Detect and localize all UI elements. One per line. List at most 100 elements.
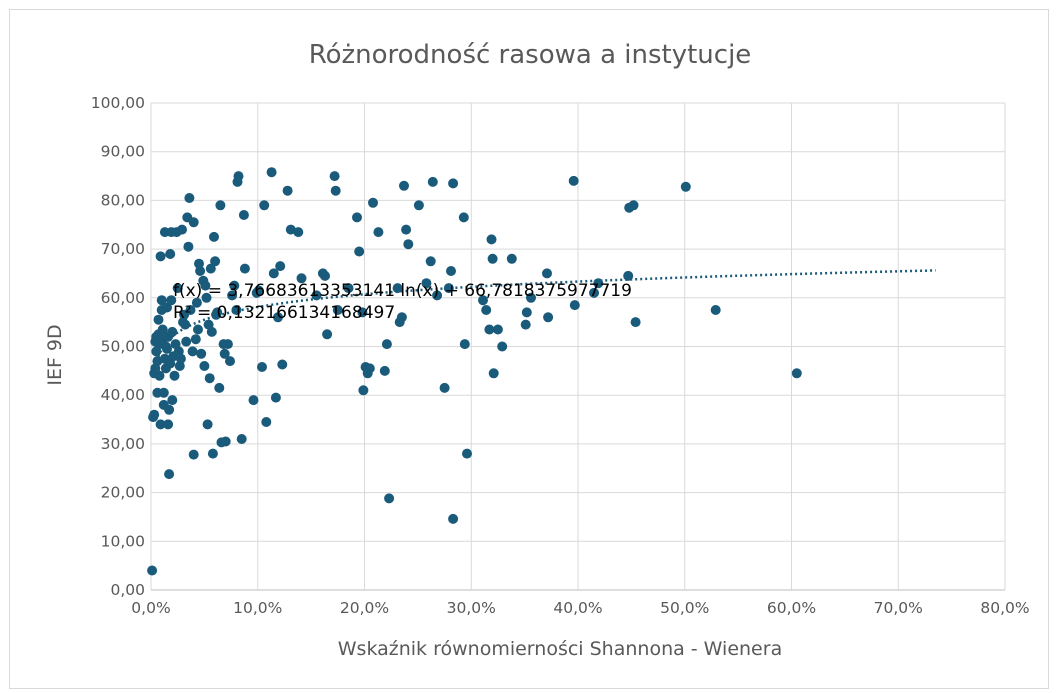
data-point (212, 307, 223, 318)
data-point (526, 292, 536, 303)
data-point (791, 368, 802, 379)
data-point (379, 365, 390, 376)
trendline-path (152, 269, 936, 372)
data-point (196, 348, 207, 359)
data-point (275, 261, 286, 272)
data-point (520, 319, 531, 330)
y-tick-label: 100,00 (91, 94, 145, 112)
data-point (487, 253, 498, 264)
data-point (215, 200, 226, 211)
data-point (155, 419, 166, 430)
trendline-r-squared: R² = 0,132166134168497 (173, 303, 395, 323)
data-point (166, 295, 177, 306)
chart-title: Różnorodność rasowa a instytucje (309, 40, 752, 70)
data-point (169, 370, 180, 381)
data-point (506, 253, 517, 264)
data-point (222, 339, 233, 350)
data-point (448, 178, 459, 189)
data-point (403, 239, 414, 250)
data-point (239, 263, 250, 274)
data-point (293, 227, 304, 238)
data-point (710, 305, 721, 315)
data-point (155, 251, 166, 262)
data-point (628, 200, 639, 211)
data-point (462, 448, 472, 459)
data-point (354, 246, 365, 257)
data-point (443, 283, 454, 294)
data-point (478, 295, 488, 306)
data-point (152, 356, 163, 367)
data-point (492, 324, 503, 335)
data-point (183, 241, 194, 252)
data-point (630, 317, 641, 328)
data-point (165, 249, 176, 259)
data-point (162, 343, 172, 354)
data-point (680, 181, 691, 192)
data-point (352, 212, 362, 223)
data-point (329, 171, 340, 182)
data-point (188, 449, 199, 460)
x-tick-label: 40,0% (553, 599, 602, 617)
data-point (311, 290, 322, 301)
data-point (236, 434, 247, 444)
data-point (458, 212, 469, 223)
data-point (569, 300, 580, 311)
data-point (227, 290, 238, 301)
data-point (488, 368, 499, 379)
data-point (177, 224, 187, 235)
y-tick-label: 30,00 (101, 435, 145, 453)
data-point (343, 283, 354, 294)
data-point (358, 385, 369, 396)
data-point (484, 324, 495, 335)
data-point (273, 312, 283, 323)
data-point (191, 297, 202, 308)
data-point (399, 180, 409, 191)
y-tick-label: 0,00 (110, 581, 145, 599)
data-point (277, 359, 288, 370)
y-tick-label: 60,00 (101, 289, 145, 307)
data-point (248, 395, 259, 406)
data-point (200, 280, 211, 291)
data-point (199, 361, 210, 371)
data-point (373, 227, 384, 238)
x-tick-label: 50,0% (660, 599, 709, 617)
data-point (162, 302, 172, 313)
y-tick-label: 50,00 (101, 338, 145, 356)
data-point (253, 285, 264, 296)
data-point (259, 200, 270, 211)
data-point (381, 339, 392, 350)
data-point (175, 353, 186, 364)
data-point (481, 305, 492, 315)
data-point (156, 295, 167, 306)
data-point (184, 193, 195, 203)
y-tick-labels: 0,00 10,00 20,00 30,00 40,00 50,00 60,00 70,00 8… (91, 94, 145, 599)
data-point (207, 448, 218, 459)
data-point (446, 266, 456, 276)
x-tick-label: 0,0% (131, 599, 170, 617)
data-point (368, 197, 378, 208)
data-point (219, 348, 230, 359)
data-point (210, 256, 221, 267)
data-point (188, 217, 199, 228)
data-point (427, 176, 438, 187)
data-point (147, 565, 158, 576)
data-point (185, 305, 196, 315)
data-point (209, 231, 219, 242)
data-point (149, 409, 160, 420)
data-point (623, 270, 634, 281)
data-point (439, 382, 450, 393)
x-tick-label: 30,0% (447, 599, 496, 617)
x-axis-label: Wskaźnik równomierności Shannona - Wiene… (338, 638, 782, 660)
x-tick-labels: 0,0% 10,0% 20,0% 30,0% 40,0% 50,0% 60,0% 70,0% 8… (131, 599, 1029, 617)
data-point (154, 370, 165, 381)
data-point (401, 224, 412, 235)
data-point (270, 392, 281, 403)
y-tick-label: 90,00 (101, 143, 145, 161)
data-point (282, 185, 293, 196)
data-point (214, 382, 225, 393)
data-point (220, 436, 231, 447)
data-point (238, 210, 249, 220)
data-point (486, 234, 497, 245)
data-point (448, 513, 459, 524)
data-point (164, 404, 175, 415)
